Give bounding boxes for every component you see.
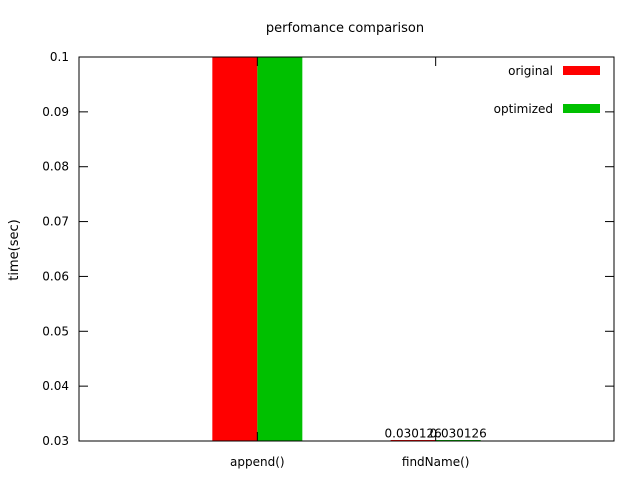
y-tick-label: 0.1 bbox=[50, 50, 69, 64]
x-ticks-group: append() findName() bbox=[230, 57, 469, 469]
plot-frame bbox=[78, 56, 615, 442]
legend-label: optimized bbox=[494, 102, 553, 116]
data-label: 0.030126 bbox=[385, 426, 442, 440]
bar-original-1 bbox=[212, 57, 258, 441]
x-tick-label: findName() bbox=[402, 455, 470, 469]
y-tick-label: 0.06 bbox=[42, 269, 69, 283]
y-tick-label: 0.05 bbox=[42, 324, 69, 338]
legend-swatch bbox=[563, 104, 600, 113]
y-tick-label: 0.07 bbox=[42, 215, 69, 229]
y-ticks-group: 0.03 0.04 0.05 0.06 0.07 0.08 0.09 0.1 bbox=[42, 50, 614, 448]
y-tick-label: 0.03 bbox=[42, 434, 69, 448]
x-tick-label: append() bbox=[230, 455, 285, 469]
chart-title: perfomance comparison bbox=[266, 21, 424, 36]
y-axis-label: time(sec) bbox=[7, 219, 22, 280]
legend: original optimized bbox=[494, 64, 600, 116]
bars-group bbox=[212, 57, 481, 441]
legend-swatch bbox=[563, 66, 600, 75]
legend-label: original bbox=[508, 64, 553, 78]
y-tick-label: 0.04 bbox=[42, 379, 69, 393]
data-label: 0.030126 bbox=[430, 426, 487, 440]
y-tick-label: 0.09 bbox=[42, 105, 69, 119]
bar-optimized-1 bbox=[257, 57, 303, 441]
y-tick-label: 0.08 bbox=[42, 160, 69, 174]
